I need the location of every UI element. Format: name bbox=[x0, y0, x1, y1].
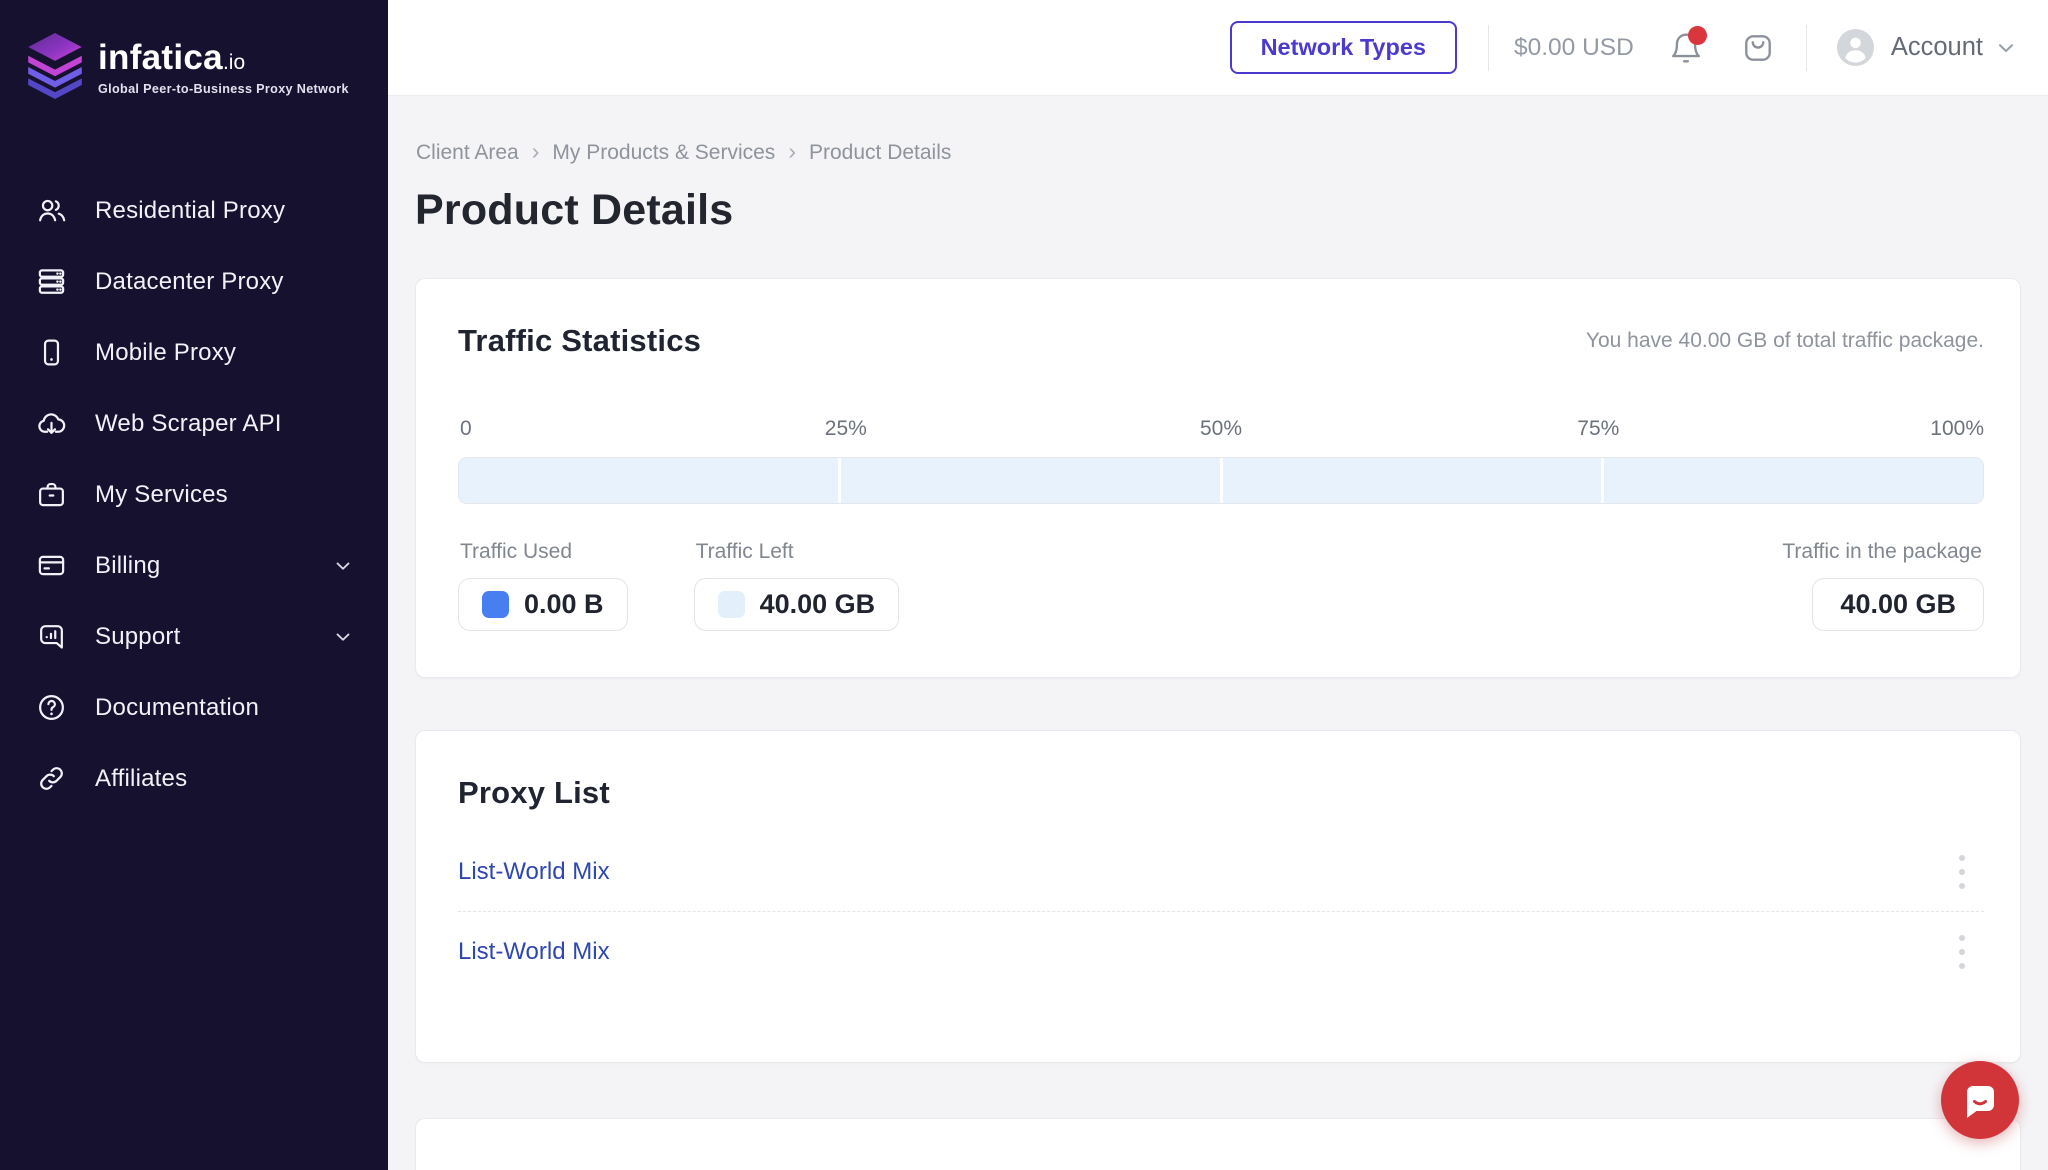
row-actions-button[interactable] bbox=[1940, 925, 1984, 979]
traffic-used-stat: Traffic Used 0.00 B bbox=[458, 540, 628, 631]
used-color-swatch bbox=[482, 591, 509, 618]
main-content: Client Area › My Products & Services › P… bbox=[388, 96, 2048, 1170]
sidebar-item-my-services[interactable]: My Services bbox=[0, 459, 388, 530]
chevron-down-icon bbox=[332, 626, 354, 648]
left-color-swatch bbox=[717, 591, 745, 618]
traffic-left-value: 40.00 GB bbox=[759, 589, 876, 619]
help-circle-icon bbox=[36, 692, 67, 723]
breadcrumb-product-details: Product Details bbox=[808, 140, 952, 164]
next-card-partial bbox=[415, 1118, 2021, 1170]
traffic-package-stat: Traffic in the package 40.00 GB bbox=[1780, 540, 1984, 631]
traffic-package-value: 40.00 GB bbox=[1840, 589, 1956, 619]
link-icon bbox=[36, 763, 67, 794]
traffic-used-value: 0.00 B bbox=[524, 589, 604, 619]
progress-segment bbox=[840, 458, 1220, 503]
proxy-link[interactable]: List-World Mix bbox=[458, 857, 610, 885]
sidebar-item-mobile-proxy[interactable]: Mobile Proxy bbox=[0, 317, 388, 388]
account-label: Account bbox=[1890, 33, 1983, 61]
server-icon bbox=[36, 266, 67, 297]
traffic-package-label: Traffic in the package bbox=[1782, 540, 1982, 563]
account-menu[interactable]: Account bbox=[1836, 29, 2018, 66]
chat-bubble-icon bbox=[1967, 1086, 1994, 1118]
scale-tick-25: 25% bbox=[824, 417, 867, 440]
balance-label[interactable]: $0.00 USD bbox=[1514, 33, 1634, 61]
topbar-divider bbox=[1805, 24, 1807, 71]
infatica-layers-icon bbox=[28, 33, 82, 99]
breadcrumb-my-products[interactable]: My Products & Services bbox=[552, 140, 776, 164]
traffic-summary: You have 40.00 GB of total traffic packa… bbox=[1585, 329, 1984, 352]
brand-tagline: Global Peer-to-Business Proxy Network bbox=[98, 82, 349, 96]
shopping-bag-icon bbox=[1744, 34, 1771, 61]
chevron-down-icon bbox=[1994, 36, 2018, 60]
progress-segment bbox=[459, 458, 838, 503]
notification-dot bbox=[1687, 25, 1707, 45]
traffic-left-label: Traffic Left bbox=[695, 540, 794, 563]
brand-name: infatica.io bbox=[98, 38, 246, 77]
breadcrumb: Client Area › My Products & Services › P… bbox=[415, 140, 2021, 165]
smartphone-icon bbox=[36, 337, 67, 368]
traffic-statistics-card: Traffic Statistics You have 40.00 GB of … bbox=[415, 278, 2021, 678]
breadcrumb-client-area[interactable]: Client Area bbox=[416, 140, 519, 164]
sidebar-item-support[interactable]: Support bbox=[0, 601, 388, 672]
traffic-scale-labels: 0 25% 50% 75% 100% bbox=[458, 417, 1984, 441]
sidebar-item-affiliates[interactable]: Affiliates bbox=[0, 743, 388, 814]
proxy-list-heading: Proxy List bbox=[458, 775, 610, 810]
sidebar: infatica.io Global Peer-to-Business Prox… bbox=[0, 0, 388, 1170]
sidebar-item-datacenter-proxy[interactable]: Datacenter Proxy bbox=[0, 246, 388, 317]
chat-widget-button[interactable] bbox=[1941, 1061, 2019, 1139]
topbar-divider bbox=[1488, 24, 1489, 71]
proxy-list-card: Proxy List List-World Mix List-World Mix bbox=[415, 730, 2021, 1063]
proxy-list-row: List-World Mix bbox=[458, 912, 1984, 992]
row-actions-button[interactable] bbox=[1940, 845, 1984, 899]
topbar: Network Types $0.00 USD Account bbox=[388, 0, 2048, 96]
network-types-button[interactable]: Network Types bbox=[1229, 21, 1457, 74]
users-icon bbox=[36, 195, 67, 226]
breadcrumb-separator: › bbox=[531, 138, 540, 164]
scale-tick-50: 50% bbox=[1199, 417, 1243, 440]
briefcase-icon bbox=[36, 479, 67, 510]
cloud-download-icon bbox=[36, 408, 67, 439]
traffic-package-value-box: 40.00 GB bbox=[1812, 578, 1984, 631]
traffic-progress-bar bbox=[458, 457, 1984, 504]
page-title: Product Details bbox=[415, 186, 734, 234]
traffic-used-label: Traffic Used bbox=[460, 540, 573, 563]
avatar bbox=[1836, 29, 1874, 66]
notifications-button[interactable] bbox=[1667, 25, 1707, 67]
chevron-down-icon bbox=[332, 555, 354, 577]
cart-button[interactable] bbox=[1739, 29, 1777, 67]
credit-card-icon bbox=[36, 550, 67, 581]
brand-logo[interactable]: infatica.io Global Peer-to-Business Prox… bbox=[24, 32, 349, 100]
scale-tick-0: 0 bbox=[460, 417, 472, 440]
sidebar-nav: Residential Proxy Datacenter Proxy bbox=[0, 175, 388, 814]
proxy-list-row: List-World Mix bbox=[458, 832, 1984, 912]
progress-segment bbox=[1604, 458, 1983, 503]
sidebar-item-web-scraper-api[interactable]: Web Scraper API bbox=[0, 388, 388, 459]
proxy-link[interactable]: List-World Mix bbox=[458, 938, 610, 965]
traffic-used-value-box: 0.00 B bbox=[458, 578, 628, 631]
progress-segment bbox=[1222, 458, 1602, 503]
sidebar-item-documentation[interactable]: Documentation bbox=[0, 672, 388, 743]
traffic-statistics-heading: Traffic Statistics bbox=[458, 323, 702, 358]
scale-tick-75: 75% bbox=[1577, 417, 1620, 440]
traffic-left-value-box: 40.00 GB bbox=[693, 578, 900, 631]
traffic-left-stat: Traffic Left 40.00 GB bbox=[693, 540, 900, 631]
bell-icon bbox=[1671, 33, 1700, 62]
chat-stats-icon bbox=[36, 621, 67, 652]
scale-tick-100: 100% bbox=[1930, 417, 1984, 440]
breadcrumb-separator: › bbox=[788, 138, 796, 164]
sidebar-item-residential-proxy[interactable]: Residential Proxy bbox=[0, 175, 388, 246]
kebab-menu-icon bbox=[1959, 935, 1965, 969]
sidebar-item-billing[interactable]: Billing bbox=[0, 530, 388, 601]
kebab-menu-icon bbox=[1959, 854, 1965, 889]
